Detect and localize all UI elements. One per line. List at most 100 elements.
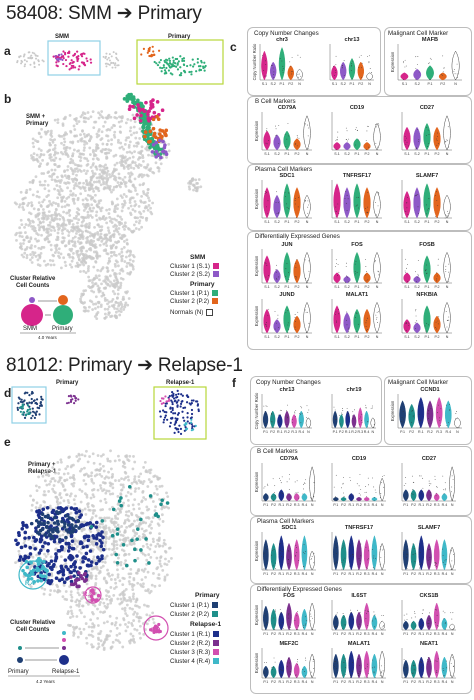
violin-jitter-point xyxy=(420,420,421,421)
x-tick-label: N xyxy=(311,503,314,507)
gene-label: CD79A xyxy=(280,456,298,462)
violin-jitter-point xyxy=(336,475,337,476)
violin-jitter-point xyxy=(307,412,308,413)
violin-jitter-point xyxy=(289,500,290,501)
violin-jitter-point xyxy=(287,417,288,418)
violin-jitter-point xyxy=(295,416,296,417)
violin-jitter-point xyxy=(347,425,348,426)
violin-jitter-point xyxy=(403,411,404,412)
violin-jitter-point xyxy=(361,414,362,415)
violin-jitter-point xyxy=(412,410,413,411)
violin-jitter-point xyxy=(348,415,349,416)
y-axis-label: Expression xyxy=(254,471,259,492)
violin-jitter-point xyxy=(275,495,276,496)
violin-jitter-point xyxy=(300,422,301,423)
violin-jitter-point xyxy=(411,411,412,412)
violin-jitter-point xyxy=(374,424,375,425)
mcm-violin xyxy=(427,401,433,428)
violin-jitter-point xyxy=(438,405,439,406)
violin-jitter-point xyxy=(342,410,343,411)
cnc-violin xyxy=(371,418,375,428)
violin-jitter-point xyxy=(300,414,301,415)
cnc-violin xyxy=(358,408,362,428)
violin-jitter-point xyxy=(292,419,293,420)
violin-jitter-point xyxy=(420,427,421,428)
x-tick-label: R.1 xyxy=(345,430,351,434)
x-tick-label: R.4 xyxy=(298,430,304,434)
violin-jitter-point xyxy=(347,412,348,413)
x-tick-label: P.2 xyxy=(270,430,275,434)
violin-jitter-point xyxy=(311,498,312,499)
x-tick-label: R.1 xyxy=(277,430,283,434)
cnc-violin xyxy=(346,411,350,428)
violin-jitter-point xyxy=(304,483,305,484)
violin-jitter-point xyxy=(274,492,275,493)
violin-jitter-point xyxy=(278,422,279,423)
violin-jitter-point xyxy=(355,427,356,428)
violin-jitter-point xyxy=(352,418,353,419)
violin-jitter-point xyxy=(308,418,309,419)
violin-jitter-point xyxy=(354,409,355,410)
violin-jitter-point xyxy=(403,422,404,423)
expr-violin xyxy=(333,497,338,501)
violin-jitter-point xyxy=(449,409,450,410)
violin-jitter-point xyxy=(266,414,267,415)
violin-jitter-point xyxy=(449,404,450,405)
violin-jitter-point xyxy=(305,479,306,480)
violin-jitter-point xyxy=(431,408,432,409)
cnc-violin xyxy=(364,411,368,428)
violin-jitter-point xyxy=(286,410,287,411)
violin-jitter-point xyxy=(267,485,268,486)
violin-jitter-point xyxy=(267,484,268,485)
violin-jitter-point xyxy=(265,500,266,501)
violin-jitter-point xyxy=(280,480,281,481)
expr-violin xyxy=(286,493,291,501)
violin-jitter-point xyxy=(420,420,421,421)
violin-jitter-point xyxy=(287,416,288,417)
violin-jitter-point xyxy=(303,489,304,490)
violin-jitter-point xyxy=(282,477,283,478)
violin-jitter-point xyxy=(348,413,349,414)
violin-jitter-point xyxy=(281,482,282,483)
violin-jitter-point xyxy=(409,414,410,415)
violin-jitter-point xyxy=(287,494,288,495)
y-axis-label: Copy Number Ratio xyxy=(254,392,259,429)
x-tick-label: P.1 xyxy=(263,503,268,507)
violin-jitter-point xyxy=(287,405,288,406)
violin-jitter-point xyxy=(342,408,343,409)
violin-jitter-point xyxy=(314,482,315,483)
violin-jitter-point xyxy=(335,498,336,499)
violin-jitter-point xyxy=(289,489,290,490)
x-tick-label: R.4 xyxy=(445,430,451,434)
expr-violin xyxy=(302,493,307,501)
violin-jitter-point xyxy=(303,484,304,485)
violin-jitter-point xyxy=(308,410,309,411)
violin-jitter-point xyxy=(279,421,280,422)
violin-jitter-point xyxy=(313,496,314,497)
violin-jitter-point xyxy=(294,413,295,414)
violin-jitter-point xyxy=(352,411,353,412)
violin-jitter-point xyxy=(455,413,456,414)
violin-jitter-point xyxy=(266,423,267,424)
violin-jitter-point xyxy=(401,421,402,422)
violin-jitter-point xyxy=(365,405,366,406)
x-tick-label: R.4 xyxy=(302,503,308,507)
violin-jitter-point xyxy=(428,418,429,419)
violin-jitter-point xyxy=(439,417,440,418)
x-tick-label: P.2 xyxy=(271,503,276,507)
violin-jitter-point xyxy=(419,414,420,415)
violin-jitter-point xyxy=(263,406,264,407)
violin-jitter-point xyxy=(373,427,374,428)
violin-jitter-point xyxy=(335,416,336,417)
violin-jitter-point xyxy=(271,413,272,414)
violin-jitter-point xyxy=(359,424,360,425)
expr-violin xyxy=(271,493,276,501)
cnc-violin xyxy=(277,414,282,428)
x-tick-label: R.2 xyxy=(284,430,290,434)
cnc-violin xyxy=(306,418,311,428)
violin-jitter-point xyxy=(272,496,273,497)
violin-jitter-point xyxy=(342,414,343,415)
violin-jitter-point xyxy=(413,417,414,418)
x-tick-label: P.2 xyxy=(339,430,344,434)
violin-jitter-point xyxy=(334,407,335,408)
